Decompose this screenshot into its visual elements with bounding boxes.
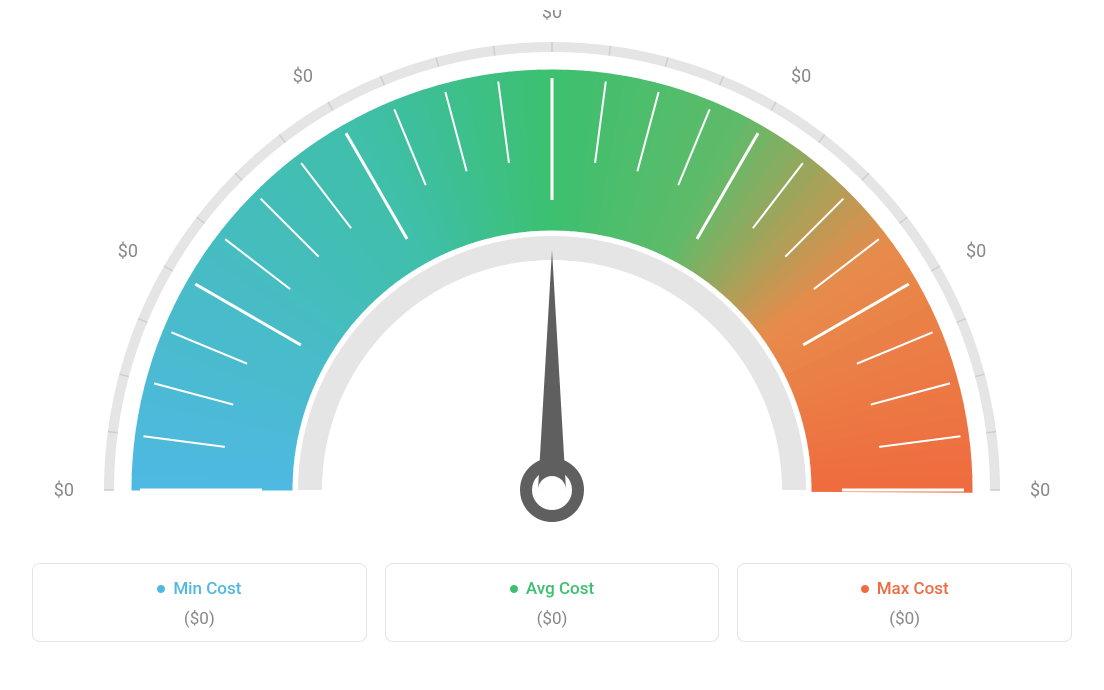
legend-card-min: Min Cost ($0) <box>32 563 367 642</box>
gauge-tick-label: $0 <box>1030 480 1050 501</box>
gauge-tick-label: $0 <box>542 10 562 23</box>
legend-label-min: Min Cost <box>173 579 241 599</box>
gauge-tick-label: $0 <box>54 480 74 501</box>
legend-dot-avg <box>510 585 518 593</box>
gauge-svg: $0 $0 $0 $0 $0 $0 $0 <box>32 10 1072 555</box>
cost-gauge: $0 $0 $0 $0 $0 $0 $0 <box>32 10 1072 555</box>
legend-value-avg: ($0) <box>396 609 709 629</box>
legend-label-avg: Avg Cost <box>526 579 594 599</box>
legend-value-min: ($0) <box>43 609 356 629</box>
gauge-tick-label: $0 <box>966 241 986 262</box>
gauge-tick-label: $0 <box>791 66 811 87</box>
legend-label-max: Max Cost <box>877 579 949 599</box>
legend-card-avg: Avg Cost ($0) <box>385 563 720 642</box>
legend-row: Min Cost ($0) Avg Cost ($0) Max Cost ($0… <box>32 563 1072 642</box>
gauge-tick-label: $0 <box>118 241 138 262</box>
legend-value-max: ($0) <box>748 609 1061 629</box>
legend-card-max: Max Cost ($0) <box>737 563 1072 642</box>
legend-dot-max <box>861 585 869 593</box>
legend-dot-min <box>157 585 165 593</box>
gauge-tick-label: $0 <box>293 66 313 87</box>
